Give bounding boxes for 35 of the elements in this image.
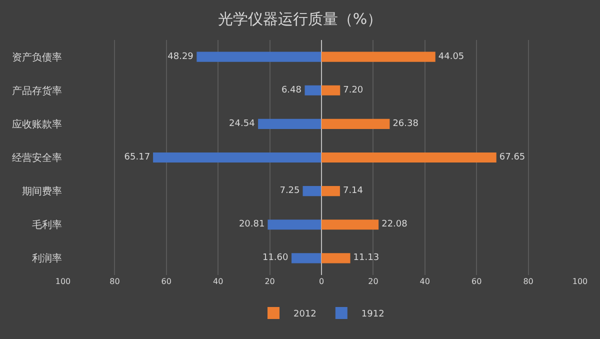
x-tick-label: 60	[472, 277, 482, 286]
data-label: 44.05	[438, 52, 464, 62]
data-label: 7.25	[280, 186, 300, 196]
x-tick-label: 80	[523, 277, 534, 286]
x-tick-label: 100	[572, 277, 588, 286]
data-label: 7.20	[343, 85, 364, 96]
x-tick-label: 0	[318, 277, 324, 286]
y-tick-label: 利润率	[32, 252, 62, 265]
y-tick-label: 产品存货率	[12, 84, 62, 97]
data-label: 24.54	[229, 118, 256, 129]
x-tick-label: 40	[420, 277, 430, 286]
x-tick-label: 60	[161, 277, 172, 286]
legend-label: 2012	[294, 310, 316, 320]
data-label: 48.29	[168, 52, 194, 62]
x-tick-label: 100	[55, 277, 71, 286]
y-tick-label: 应收账款率	[12, 118, 62, 130]
data-label: 65.17	[124, 152, 150, 162]
y-tick-label: 期间费率	[22, 186, 62, 198]
y-tick-label: 毛利率	[32, 219, 62, 232]
data-label: 67.65	[499, 152, 526, 162]
data-label: 26.38	[392, 118, 419, 129]
x-tick-label: 20	[368, 277, 378, 286]
x-tick-label: 20	[264, 277, 275, 286]
data-label: 11.13	[353, 253, 380, 264]
data-label: 6.48	[281, 85, 302, 96]
y-tick-label: 经营安全率	[12, 152, 62, 164]
data-label: 11.60	[262, 253, 289, 264]
data-label: 22.08	[382, 220, 408, 230]
y-tick-label: 资产负债率	[12, 51, 62, 64]
data-label: 7.14	[342, 186, 364, 196]
x-tick-label: 40	[213, 277, 224, 286]
legend-label: 1912	[361, 310, 384, 320]
data-label: 20.81	[238, 220, 265, 230]
x-tick-label: 80	[110, 277, 120, 286]
chart-title: 光学仪器运行质量（%）	[218, 10, 382, 28]
